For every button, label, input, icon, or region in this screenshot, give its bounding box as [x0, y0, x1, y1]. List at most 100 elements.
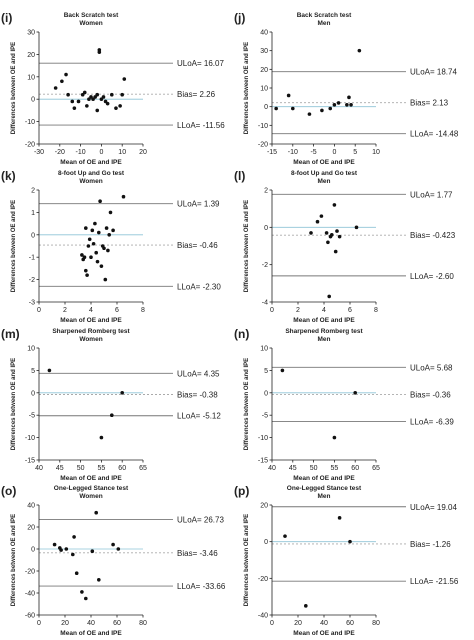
panel-label: (p)	[234, 484, 249, 498]
chart-title: Back Scratch test	[64, 12, 119, 19]
data-point	[106, 248, 110, 253]
y-tick-label: 40	[27, 503, 35, 510]
data-point	[103, 277, 108, 282]
x-tick-label: 10	[372, 149, 380, 156]
y-tick-label: -20	[25, 142, 35, 149]
y-tick-label: -2	[262, 262, 268, 269]
data-point	[286, 93, 291, 98]
x-tick-label: 40	[268, 465, 276, 472]
chart-title: Back Scratch test	[297, 12, 352, 19]
y-axis-label: Differences between OE and IPE	[11, 514, 17, 606]
y-tick-label: -10	[25, 119, 35, 126]
x-tick-label: 0	[99, 149, 103, 156]
data-point	[307, 112, 312, 116]
data-point	[99, 264, 104, 268]
y-tick-label: -3	[29, 300, 35, 307]
data-point	[80, 253, 84, 257]
y-tick-label: 0	[264, 539, 268, 546]
chart-subtitle: Men	[318, 20, 331, 27]
data-point	[105, 101, 110, 106]
x-tick-label: 60	[351, 465, 359, 472]
x-tick-label: -15	[267, 149, 277, 156]
chart-subtitle: Women	[79, 336, 102, 343]
data-point	[74, 571, 79, 575]
x-tick-label: 60	[346, 620, 354, 627]
data-point	[72, 106, 77, 110]
data-point	[94, 250, 98, 255]
bias-label: Bias= -3.46	[177, 549, 218, 558]
bias-label: Bias= -1.26	[410, 540, 451, 549]
data-point	[309, 231, 313, 235]
x-axis-label: Mean of OE and IPE	[60, 317, 122, 324]
data-point	[70, 99, 75, 104]
lower-loa-label: LLoA= -2.30	[177, 282, 221, 291]
y-axis-label: Differences between OE and IPE	[244, 200, 250, 292]
y-tick-label: 5	[264, 368, 268, 375]
data-point	[349, 103, 353, 107]
x-axis-label: Mean of OE and IPE	[293, 630, 355, 637]
y-tick-label: 20	[260, 67, 268, 74]
data-point	[110, 413, 114, 418]
y-tick-label: -20	[258, 576, 268, 583]
data-point	[111, 228, 115, 233]
y-axis-label: Differences between OE and IPE	[244, 42, 250, 134]
data-point	[71, 552, 75, 557]
x-tick-label: 20	[139, 149, 147, 156]
panel-label: (i)	[1, 11, 12, 25]
data-point	[90, 228, 95, 233]
data-point	[114, 106, 118, 110]
data-point	[320, 108, 324, 113]
data-point	[90, 549, 95, 553]
data-point	[332, 103, 337, 107]
x-tick-label: 0	[270, 620, 274, 627]
chart-subtitle: Men	[318, 178, 331, 185]
data-point	[319, 214, 324, 218]
lower-loa-label: LLoA= -21.56	[410, 577, 459, 586]
panel-label: (n)	[234, 327, 249, 341]
y-tick-label: 30	[27, 30, 35, 37]
x-tick-label: 4	[89, 307, 93, 314]
y-tick-label: 5	[31, 368, 35, 375]
data-point	[80, 590, 84, 594]
data-point	[97, 48, 102, 52]
upper-loa-label: ULoA= 1.39	[177, 200, 220, 209]
x-tick-label: -10	[288, 149, 298, 156]
y-tick-label: 10	[260, 346, 268, 353]
data-point	[98, 199, 102, 203]
data-point	[97, 230, 101, 235]
data-point	[120, 391, 124, 395]
x-tick-label: 60	[118, 465, 126, 472]
data-point	[332, 203, 337, 207]
lower-loa-label: LLoA= -6.39	[410, 417, 454, 426]
lower-loa-label: LLoA= -33.66	[177, 582, 226, 591]
y-tick-label: 20	[27, 52, 35, 59]
data-point	[353, 391, 358, 395]
data-point	[354, 225, 359, 230]
x-tick-label: 2	[296, 307, 300, 314]
y-tick-label: 2	[264, 188, 268, 195]
y-tick-label: 20	[27, 525, 35, 532]
x-tick-label: 10	[118, 149, 126, 156]
data-point	[59, 548, 63, 552]
data-point	[121, 194, 126, 199]
y-axis-label: Differences between OE and IPE	[244, 514, 250, 606]
data-point	[330, 233, 334, 237]
panel-label: (j)	[234, 11, 245, 25]
data-point	[85, 273, 89, 277]
data-point	[93, 221, 97, 226]
data-point	[333, 249, 338, 254]
upper-loa-label: ULoA= 16.07	[177, 59, 224, 68]
x-tick-label: 2	[63, 307, 67, 314]
data-point	[97, 578, 101, 582]
data-point	[335, 229, 339, 233]
y-tick-label: 10	[27, 74, 35, 81]
data-point	[89, 255, 93, 259]
x-tick-label: 8	[141, 307, 145, 314]
data-point	[337, 234, 342, 239]
x-tick-label: 4	[322, 307, 326, 314]
x-tick-label: 0	[37, 620, 41, 627]
data-point	[53, 86, 58, 90]
